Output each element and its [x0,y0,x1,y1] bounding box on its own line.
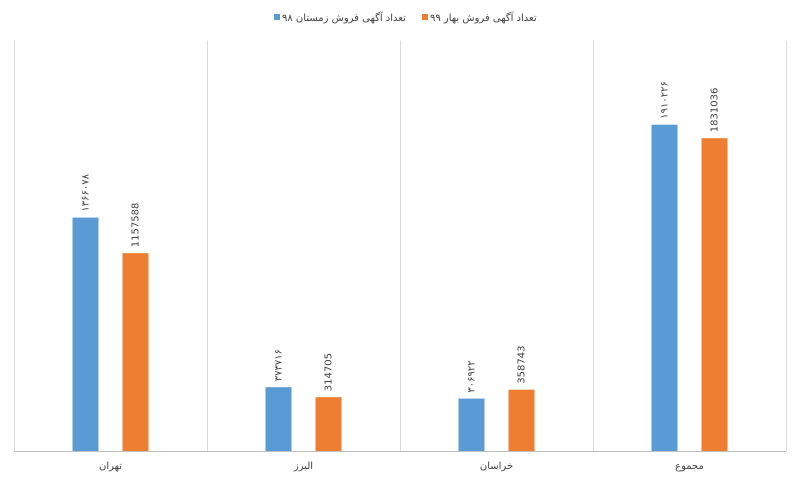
bar-series-2-cat-3 [508,389,535,451]
legend-swatch-series-1 [274,14,280,20]
bar-series-2-cat-4 [701,138,728,451]
data-label-series-2-cat-2: 314705 [324,353,335,391]
data-label-series-1-cat-1: ۱۳۶۶۰۷۸ [81,173,92,211]
data-label-series-2-cat-4: 1831036 [710,88,721,133]
category-label-3: خراسان [480,461,513,472]
bar-series-2-cat-2 [315,397,342,451]
legend-label-series-1: تعداد آگهی فروش زمستان ۹۸ [282,11,406,24]
bar-series-2-cat-1 [122,253,149,451]
legend: تعداد آگهی فروش زمستان ۹۸ تعداد آگهی فروش… [274,11,537,24]
data-label-series-1-cat-4: ۱۹۱۰۲۲۶ [660,81,671,119]
bar-series-1-cat-2 [265,387,292,451]
legend-swatch-series-2 [422,14,428,20]
bar-series-1-cat-1 [72,217,99,451]
data-label-series-2-cat-3: 358743 [517,346,528,384]
data-labels: ۱۳۶۶۰۷۸ 1157588 ۳۷۳۷۱۶ 314705 ۳۰۶۹۲۲ 358743 ۱۹… [81,81,721,393]
data-label-series-1-cat-3: ۳۰۶۹۲۲ [467,360,478,392]
legend-label-series-2: تعداد آگهی فروش بهار ۹۹ [430,11,537,24]
x-axis: تهران البرز خراسان مجموع [14,451,786,472]
bar-series-1-cat-4 [651,124,678,451]
bars [72,124,728,451]
category-label-1: تهران [99,461,122,472]
data-label-series-2-cat-1: 1157588 [131,203,142,248]
category-dividers [14,41,787,451]
category-label-4: مجموع [675,461,704,472]
data-label-series-1-cat-2: ۳۷۳۷۱۶ [274,349,285,381]
category-label-2: البرز [293,461,313,472]
bar-series-1-cat-3 [458,398,485,451]
